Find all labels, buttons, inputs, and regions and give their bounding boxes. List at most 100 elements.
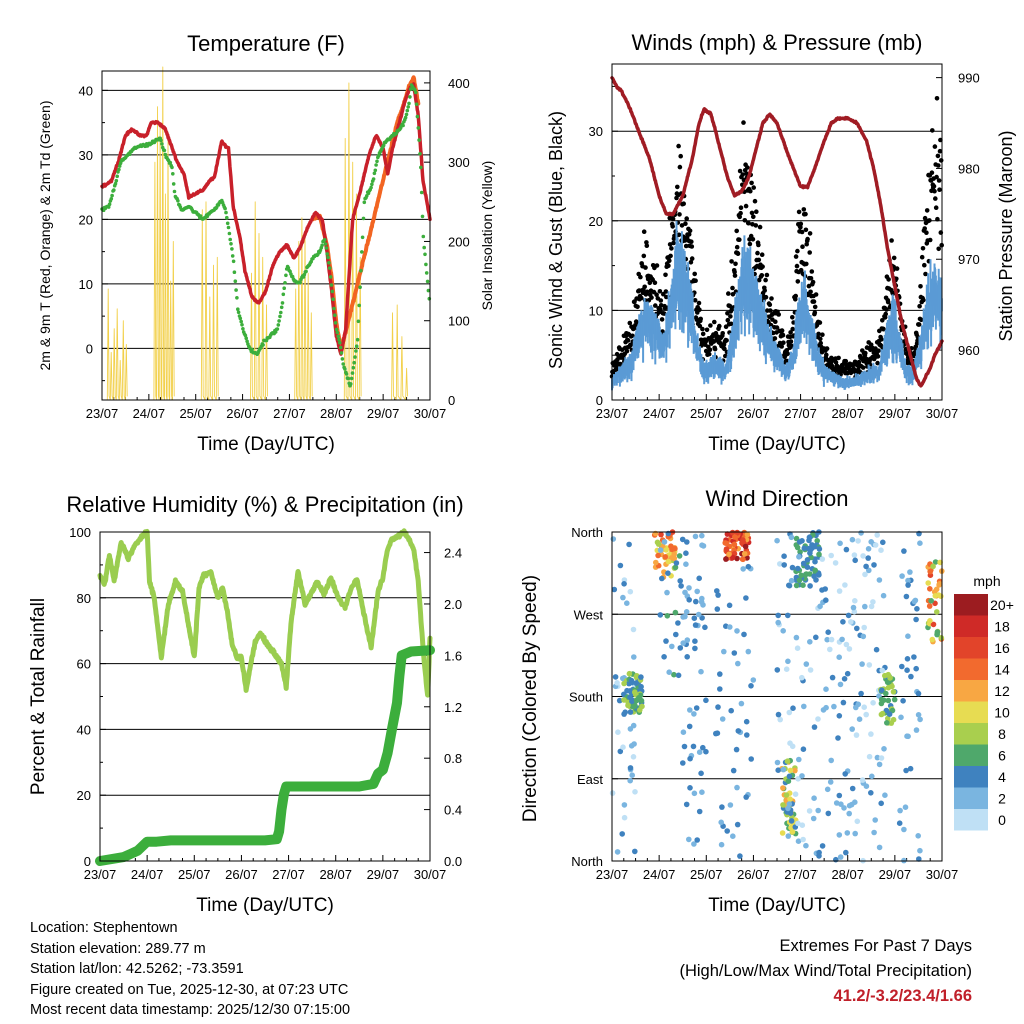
dewpoint-point [106,205,111,209]
dewpoint-point [233,279,238,284]
gust-point [922,262,927,268]
gust-point [936,246,941,252]
direction-point [721,648,727,655]
gust-point [654,263,660,268]
direction-point [913,727,920,733]
direction-point [615,729,621,735]
direction-point [796,539,803,545]
gust-point [808,276,814,281]
direction-point [929,636,936,643]
dewpoint-point [112,188,116,192]
gust-point [933,196,938,201]
gust-point [918,284,923,289]
x-tick-label: 23/07 [84,867,117,882]
direction-point [748,683,754,689]
legend-label: 8 [998,726,1006,742]
gust-point [807,250,812,255]
dewpoint-point [114,178,119,183]
gust-point [932,144,938,149]
direction-point [633,673,640,680]
direction-point [843,849,849,856]
gust-point [641,229,647,234]
direction-point [868,603,875,610]
direction-point [730,833,736,839]
gust-point [668,253,673,259]
dewpoint-point [350,371,355,375]
gust-point [788,330,793,335]
gust-point [919,254,925,260]
direction-point [798,572,804,579]
direction-point [789,564,796,571]
gust-point [638,274,643,280]
gust-point [734,228,739,234]
extremes-panel: Extremes For Past 7 Days (High/Low/Max W… [679,934,972,1009]
y-right-tick-label: 1.6 [444,648,462,663]
gust-point [807,231,813,236]
gust-point [732,269,737,275]
legend-swatch [954,658,988,680]
dewpoint-point [424,262,428,267]
dewpoint-point [329,283,334,287]
direction-point [661,539,668,545]
direction-point [833,800,840,806]
dewpoint-point [163,152,168,157]
direction-point [694,837,700,843]
direction-point [638,683,644,690]
dewpoint-point [418,152,422,156]
gust-point [663,289,669,294]
x-tick-label: 23/07 [596,406,629,421]
direction-point [823,686,829,692]
gust-point [760,264,765,269]
gust-point [733,261,738,267]
direction-point [806,545,812,552]
gust-point [679,223,685,228]
direction-point [680,729,687,735]
direction-point [731,541,738,548]
direction-point [665,570,671,576]
y-tick-label: 80 [77,591,91,606]
direction-point [743,595,749,601]
direction-point [804,564,811,570]
gust-point [812,310,818,315]
gust-point [756,242,761,248]
gust-point [781,340,786,346]
dewpoint-point [250,347,254,352]
gust-point [728,321,734,327]
direction-point [840,699,847,706]
dewpoint-point [356,319,361,324]
direction-point [788,534,795,541]
direction-point [880,539,886,546]
direction-point [816,551,822,558]
direction-point [863,783,870,789]
direction-point [800,560,807,567]
direction-point [719,804,725,810]
humidity-title: Relative Humidity (%) & Precipitation (i… [66,492,463,517]
direction-point [669,643,675,650]
direction-point [691,711,697,717]
dewpoint-point [419,190,424,195]
gust-point [774,325,780,330]
gust-point [934,96,940,101]
legend-swatch [954,637,988,659]
direction-point [677,645,684,651]
gust-point [722,346,727,352]
direction-point [614,680,620,686]
direction-point [687,707,693,713]
dewpoint-point [334,327,339,332]
gust-point [759,252,765,257]
gust-point [635,304,640,310]
direction-point [629,698,635,705]
direction-point [629,772,635,778]
gust-point [803,211,808,217]
gust-point [751,185,756,190]
gust-point [937,148,943,154]
dewpoint-point [426,288,431,293]
dewpoint-point [282,286,287,291]
temperature-frame [101,70,431,401]
direction-point [780,628,786,634]
dewpoint-point [370,182,374,187]
direction-point [865,546,872,552]
legend-title: mph [973,573,1000,589]
y-right-tick-label: 400 [448,76,470,91]
direction-point [673,631,679,638]
